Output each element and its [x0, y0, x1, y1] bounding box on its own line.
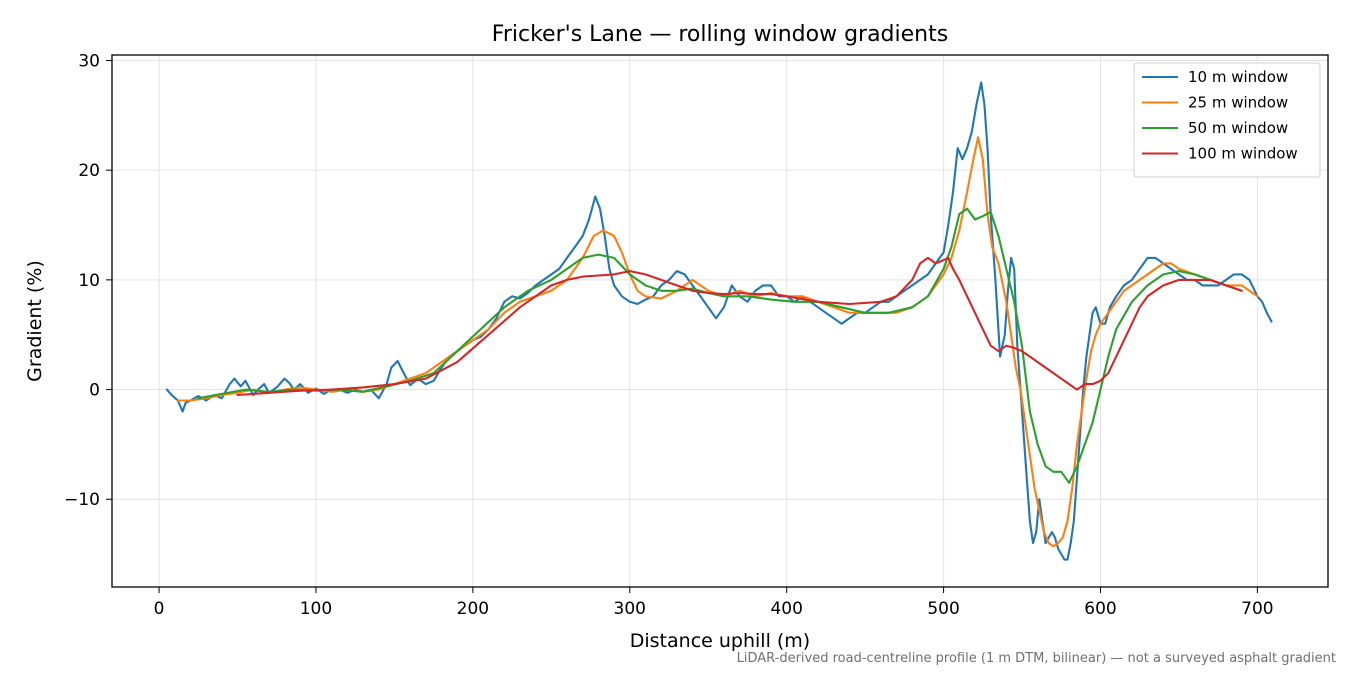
legend-box: [1133, 62, 1321, 178]
y-tick-label: 20: [78, 161, 100, 181]
y-tick-label: −10: [64, 490, 100, 510]
y-tick-label: 30: [78, 51, 100, 71]
footnote-caption: LiDAR-derived road-centreline profile (1…: [736, 651, 1336, 666]
x-tick-label: 500: [927, 599, 959, 619]
x-tick-label: 0: [154, 599, 165, 619]
x-tick-label: 400: [770, 599, 802, 619]
series-line-3: [197, 207, 1243, 484]
x-tick-label: 600: [1084, 599, 1116, 619]
legend-label: 25 m window: [1188, 94, 1288, 112]
y-axis-label: Gradient (%): [24, 260, 46, 382]
y-tick-label: 0: [89, 381, 100, 401]
series-lines: [165, 81, 1273, 561]
x-tick-label: 100: [300, 599, 332, 619]
x-tick-label: 200: [457, 599, 489, 619]
chart-title: Fricker's Lane — rolling window gradient…: [492, 22, 948, 47]
legend-label: 50 m window: [1188, 119, 1288, 137]
legend: 10 m window 25 m window 50 m window 100 m w…: [1133, 62, 1321, 178]
grid-lines: [112, 55, 1328, 587]
plot-frame: [111, 54, 1329, 588]
y-tick-label: 10: [78, 271, 100, 291]
x-axis-label: Distance uphill (m): [630, 630, 810, 652]
series-line-2: [176, 136, 1259, 548]
series-line-1: [165, 81, 1273, 561]
legend-label: 100 m window: [1188, 145, 1298, 163]
series-line-4: [236, 256, 1243, 397]
x-tick-label: 300: [614, 599, 646, 619]
axis-ticks: 0 100 200 300 400 500 600 700 −10 0 10 20 30: [64, 51, 1274, 619]
legend-label: 10 m window: [1188, 68, 1288, 86]
x-tick-label: 700: [1241, 599, 1273, 619]
